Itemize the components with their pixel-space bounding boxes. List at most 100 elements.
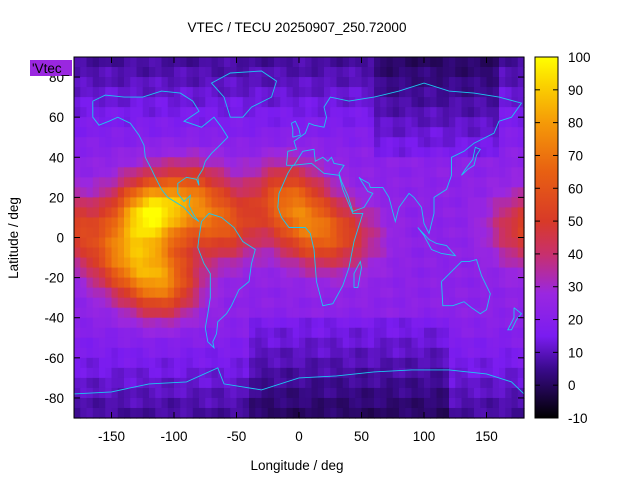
heatmap-cell — [417, 157, 425, 168]
heatmap-cell — [199, 77, 206, 88]
heatmap-cell — [324, 257, 331, 269]
heatmap-cell — [405, 137, 413, 148]
heatmap-cell — [436, 267, 444, 279]
heatmap-cell — [205, 237, 213, 249]
heatmap-cell — [292, 97, 300, 108]
heatmap-cell — [242, 97, 250, 108]
heatmap-cell — [249, 107, 256, 118]
heatmap-cell — [455, 117, 463, 128]
heatmap-cell — [74, 287, 81, 299]
heatmap-cell — [324, 397, 331, 409]
heatmap-cell — [492, 227, 500, 239]
heatmap-cell — [367, 127, 375, 138]
heatmap-cell — [280, 247, 288, 259]
heatmap-cell — [280, 137, 288, 148]
heatmap-cell — [105, 237, 113, 249]
heatmap-cell — [180, 257, 188, 269]
heatmap-cell — [199, 277, 206, 289]
heatmap-cell — [267, 187, 275, 198]
heatmap-cell — [255, 247, 263, 259]
heatmap-cell — [124, 147, 131, 158]
heatmap-cell — [142, 77, 150, 88]
heatmap-cell — [417, 247, 425, 259]
heatmap-cell — [286, 297, 294, 309]
heatmap-cell — [105, 97, 113, 108]
heatmap-cell — [136, 167, 144, 178]
heatmap-cell — [92, 57, 100, 68]
heatmap-cell — [292, 287, 300, 299]
heatmap-cell — [386, 337, 394, 349]
heatmap-cell — [167, 67, 175, 78]
heatmap-cell — [442, 337, 450, 349]
heatmap-cell — [305, 77, 313, 88]
heatmap-cell — [411, 387, 419, 399]
heatmap-cell — [261, 257, 269, 269]
heatmap-cell — [449, 177, 456, 188]
heatmap-cell — [205, 167, 213, 178]
heatmap-cell — [142, 287, 150, 299]
heatmap-cell — [174, 397, 181, 409]
heatmap-cell — [186, 267, 194, 279]
heatmap-cell — [217, 157, 225, 168]
heatmap-cell — [130, 107, 138, 118]
heatmap-cell — [455, 227, 463, 239]
heatmap-cell — [486, 247, 494, 259]
heatmap-cell — [80, 247, 88, 259]
heatmap-cell — [461, 347, 469, 359]
heatmap-cell — [461, 387, 469, 399]
heatmap-cell — [317, 267, 325, 279]
coastline-north-america — [92, 90, 229, 222]
heatmap-cell — [405, 357, 413, 369]
heatmap-cell — [211, 67, 219, 78]
heatmap-cell — [486, 327, 494, 339]
heatmap-cell — [86, 267, 94, 279]
heatmap-cell — [480, 197, 488, 209]
heatmap-cell — [330, 137, 338, 148]
heatmap-cell — [211, 257, 219, 269]
heatmap-cell — [411, 177, 419, 188]
heatmap-cell — [367, 297, 375, 309]
heatmap-cell — [517, 107, 525, 118]
heatmap-cell — [92, 67, 100, 78]
heatmap-cell — [80, 207, 88, 219]
heatmap-cell — [436, 337, 444, 349]
heatmap-cell — [86, 97, 94, 108]
heatmap-cell — [267, 307, 275, 319]
heatmap-cell — [130, 237, 138, 249]
heatmap-cell — [499, 67, 506, 78]
heatmap-cell — [517, 277, 525, 289]
heatmap-cell — [505, 347, 513, 359]
heatmap-cell — [461, 157, 469, 168]
heatmap-cell — [361, 387, 369, 399]
heatmap-cell — [511, 67, 519, 78]
heatmap-cell — [249, 357, 256, 369]
heatmap-cell — [411, 207, 419, 219]
heatmap-cell — [261, 357, 269, 369]
heatmap-cell — [386, 257, 394, 269]
heatmap-cell — [467, 327, 475, 339]
heatmap-cell — [217, 397, 225, 409]
heatmap-cell — [374, 347, 381, 359]
heatmap-cell — [299, 217, 306, 229]
heatmap-cell — [467, 167, 475, 178]
heatmap-cell — [399, 317, 406, 329]
heatmap-cell — [499, 327, 506, 339]
heatmap-cell — [342, 317, 350, 329]
heatmap-cell — [205, 157, 213, 168]
heatmap-cell — [517, 177, 525, 188]
heatmap-cell — [249, 327, 256, 339]
heatmap-cell — [342, 377, 350, 389]
heatmap-cell — [411, 377, 419, 389]
heatmap-cell — [199, 297, 206, 309]
heatmap-cell — [361, 117, 369, 128]
heatmap-cell — [136, 397, 144, 409]
heatmap-cell — [455, 337, 463, 349]
heatmap-cell — [505, 377, 513, 389]
heatmap-cell — [442, 327, 450, 339]
heatmap-cell — [117, 217, 125, 229]
heatmap-cell — [199, 187, 206, 198]
heatmap-cell — [199, 407, 206, 419]
heatmap-cell — [374, 277, 381, 289]
heatmap-cell — [74, 137, 81, 148]
heatmap-cell — [367, 207, 375, 219]
